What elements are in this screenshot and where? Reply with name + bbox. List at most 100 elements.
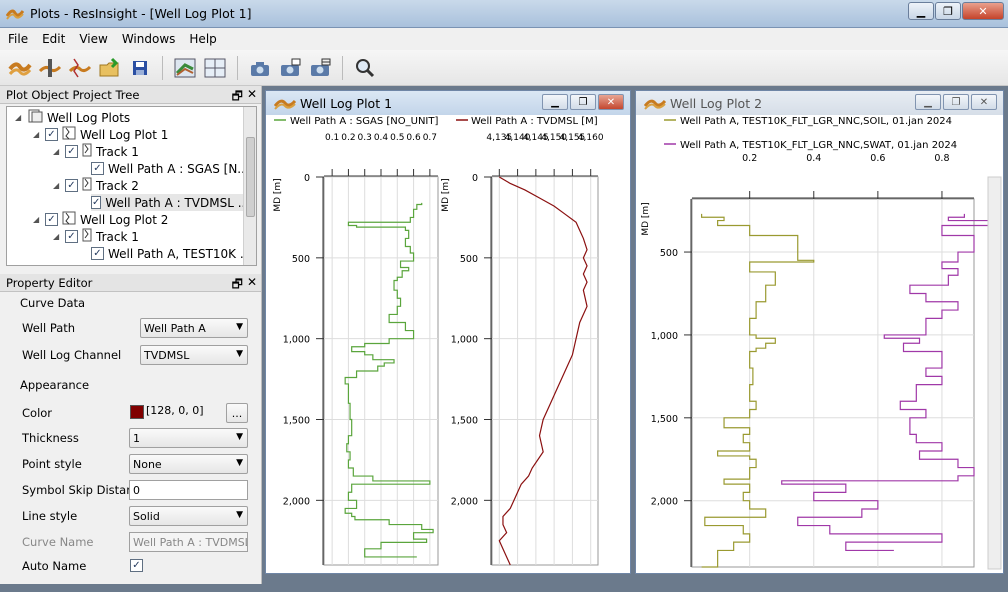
point-style-combo[interactable]: None ▼ [129, 454, 248, 474]
color-value: [128, 0, 0] [146, 404, 204, 417]
plot1-titlebar: Well Log Plot 1 ▁ ❐ ✕ [266, 91, 630, 115]
depth-tick-label: 1,500 [451, 416, 478, 427]
menu-edit[interactable]: Edit [42, 32, 66, 46]
close-button[interactable]: ✕ [598, 94, 624, 110]
zoom-icon[interactable] [351, 54, 379, 82]
menubar: File Edit View Windows Help [0, 28, 1008, 50]
project-tree-header: Plot Object Project Tree 🗗 ✕ [0, 86, 261, 104]
point-style-label: Point style [22, 457, 82, 471]
open-folder-icon[interactable] [96, 54, 124, 82]
snapshot-all-icon[interactable] [276, 54, 304, 82]
maximize-button[interactable]: ❐ [935, 2, 961, 20]
track-icon [82, 228, 92, 245]
plots-folder-icon [27, 109, 43, 126]
property-editor-title: Property Editor [6, 275, 93, 290]
line-style-combo[interactable]: Solid ▼ [129, 506, 248, 526]
x-tick-label: 0.2 [742, 153, 757, 164]
color-picker-button[interactable]: ... [226, 403, 248, 423]
checkbox[interactable]: ✓ [45, 213, 58, 226]
project-tree-title: Plot Object Project Tree [6, 87, 140, 102]
depth-axis-label: MD [m] [641, 202, 651, 235]
well-log-plot-icon [62, 211, 76, 228]
split-view-icon[interactable] [201, 54, 229, 82]
well-icon[interactable] [36, 54, 64, 82]
float-icon[interactable]: 🗗 [231, 277, 243, 291]
new-plot-icon[interactable] [6, 54, 34, 82]
x-tick-label: 4,160 [578, 133, 604, 143]
property-editor: Curve Data Well Path Well Path A ▼ Well L… [0, 292, 261, 592]
app-titlebar: Plots - ResInsight - [Well Log Plot 1] ▁… [0, 0, 1008, 28]
sgas-curve [344, 202, 434, 558]
checkbox[interactable]: ✓ [91, 196, 102, 209]
plot2-scrollbar [987, 176, 1002, 570]
well-log-plot-icon [62, 126, 76, 143]
close-icon[interactable]: ✕ [246, 275, 257, 289]
checkbox[interactable]: ✓ [65, 230, 78, 243]
depth-axis-label: MD [m] [273, 178, 283, 211]
tree-item[interactable]: ◢ ✓ Well Log Plot 1 [33, 126, 169, 143]
color-swatch[interactable] [130, 405, 144, 419]
menu-windows[interactable]: Windows [121, 32, 176, 46]
scroll-thumb[interactable] [246, 137, 255, 217]
depth-tick-label: 2,000 [451, 496, 478, 507]
curve-name-input[interactable]: Well Path A : TVDMSL [M] [129, 532, 248, 552]
menu-help[interactable]: Help [189, 32, 217, 46]
menu-file[interactable]: File [8, 32, 29, 46]
left-dock: Plot Object Project Tree 🗗 ✕ ◢ Well Log Pl… [0, 86, 262, 584]
close-icon[interactable]: ✕ [246, 87, 257, 101]
plot2-titlebar: Well Log Plot 2 ▁ ❐ ✕ [636, 91, 1003, 115]
plot2-canvas[interactable]: Well Path A, TEST10K_FLT_LGR_NNC,SOIL, 0… [636, 115, 1003, 573]
minimize-button[interactable]: ▁ [908, 2, 934, 20]
checkbox[interactable]: ✓ [65, 179, 78, 192]
well-log-plot-icon [644, 99, 666, 110]
tree-item[interactable]: ◢ Well Log Plots [15, 109, 131, 126]
project-tree: ◢ Well Log Plots ◢ ✓ Well Log Plot 1 ◢ ✓ Trac… [6, 106, 257, 266]
x-tick-label: 0.2 [341, 133, 355, 143]
minimize-button[interactable]: ▁ [542, 94, 568, 110]
plot2-title: Well Log Plot 2 [670, 95, 763, 111]
swat-curve [781, 213, 991, 552]
x-tick-label: 4,155 [560, 133, 586, 143]
tree-scrollbar[interactable] [243, 107, 256, 265]
tree-item[interactable]: ◢ ✓ Track 1 [53, 228, 139, 245]
plot1-canvas[interactable]: Well Path A : SGAS [NO_UNIT] Well Path A … [266, 115, 630, 573]
depth-tick-label: 500 [460, 254, 478, 265]
property-editor-header: Property Editor 🗗 ✕ [0, 274, 261, 292]
auto-name-checkbox[interactable]: ✓ [130, 559, 143, 572]
x-tick-label: 0.7 [423, 133, 437, 143]
well-log-icon[interactable] [66, 54, 94, 82]
well-path-combo[interactable]: Well Path A ▼ [140, 318, 248, 338]
3d-view-icon[interactable] [171, 54, 199, 82]
tree-item[interactable]: ◢ ✓ Track 2 [53, 177, 139, 193]
depth-tick-label: 0 [472, 173, 478, 184]
close-button[interactable]: ✕ [962, 2, 1004, 20]
snapshot-icon[interactable] [246, 54, 274, 82]
tree-item[interactable]: ✓ Well Path A, TEST10K ... [91, 245, 251, 262]
x-tick-label: 4,135 [486, 133, 512, 143]
channel-combo[interactable]: TVDMSL ▼ [140, 345, 248, 365]
minimize-button[interactable]: ▁ [915, 94, 941, 110]
tree-item[interactable]: ✓ Well Path A : TVDMSL ... [91, 194, 250, 211]
chevron-down-icon: ▼ [236, 322, 243, 332]
tree-item[interactable]: ◢ ✓ Well Log Plot 2 [33, 211, 169, 228]
chevron-down-icon: ▼ [236, 432, 243, 442]
group-curve-data: Curve Data [20, 296, 86, 310]
restore-button[interactable]: ❐ [943, 94, 969, 110]
close-button[interactable]: ✕ [971, 94, 997, 110]
checkbox[interactable]: ✓ [91, 162, 104, 175]
tree-item[interactable]: ✓ Well Path A : SGAS [N... [91, 160, 249, 177]
x-tick-label: 0.4 [806, 153, 821, 164]
checkbox[interactable]: ✓ [91, 247, 104, 260]
depth-axis-label: MD [m] [441, 178, 451, 211]
checkbox[interactable]: ✓ [45, 128, 58, 141]
thickness-combo[interactable]: 1 ▼ [129, 428, 248, 448]
snapshot-plots-icon[interactable] [306, 54, 334, 82]
window-title: Plots - ResInsight - [Well Log Plot 1] [30, 6, 252, 21]
menu-view[interactable]: View [79, 32, 108, 46]
tree-item[interactable]: ◢ ✓ Track 1 [53, 143, 139, 159]
float-icon[interactable]: 🗗 [231, 89, 243, 103]
save-icon[interactable] [126, 54, 154, 82]
restore-button[interactable]: ❐ [570, 94, 596, 110]
checkbox[interactable]: ✓ [65, 145, 78, 158]
symbol-skip-input[interactable]: 0 [129, 480, 248, 500]
